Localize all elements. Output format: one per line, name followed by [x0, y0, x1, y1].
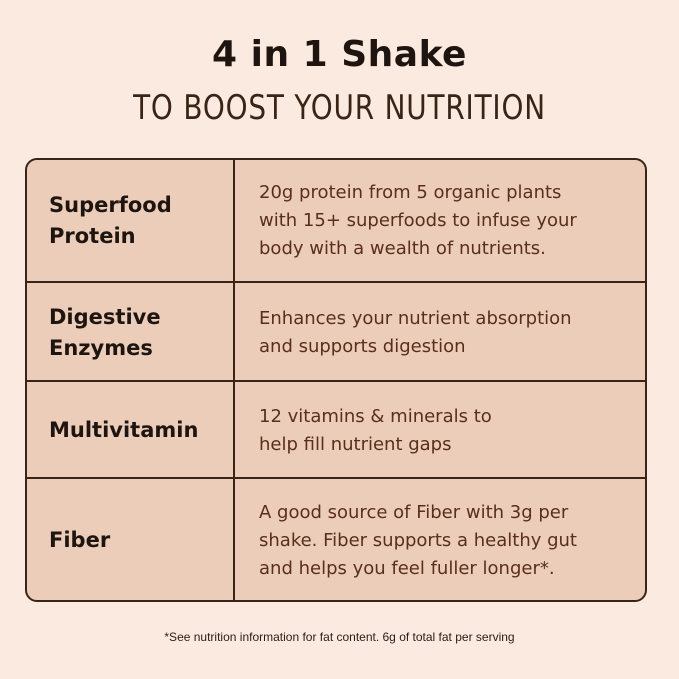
row-description: 12 vitamins & minerals to help fill nutr…	[233, 382, 645, 479]
row-label: Fiber	[49, 528, 111, 552]
row-label: Superfood Protein	[49, 193, 172, 248]
row-description: Enhances your nutrient absorption and su…	[233, 283, 645, 382]
table-row: Fiber A good source of Fiber with 3g per…	[27, 477, 645, 602]
row-description: 20g protein from 5 organic plants with 1…	[233, 160, 645, 282]
page-title: 4 in 1 Shake	[212, 34, 467, 75]
table-row: Superfood Protein 20g protein from 5 org…	[27, 160, 645, 282]
page-subtitle: TO BOOST YOUR NUTRITION	[133, 88, 546, 128]
table-row: Multivitamin 12 vitamins & minerals to h…	[27, 380, 645, 479]
row-label: Digestive Enzymes	[49, 304, 161, 360]
row-description: A good source of Fiber with 3g per shake…	[233, 479, 645, 602]
row-label: Multivitamin	[49, 418, 199, 442]
table-row: Digestive Enzymes Enhances your nutrient…	[27, 281, 645, 382]
benefits-table: Superfood Protein 20g protein from 5 org…	[25, 158, 647, 602]
footnote: *See nutrition information for fat conte…	[164, 630, 515, 644]
